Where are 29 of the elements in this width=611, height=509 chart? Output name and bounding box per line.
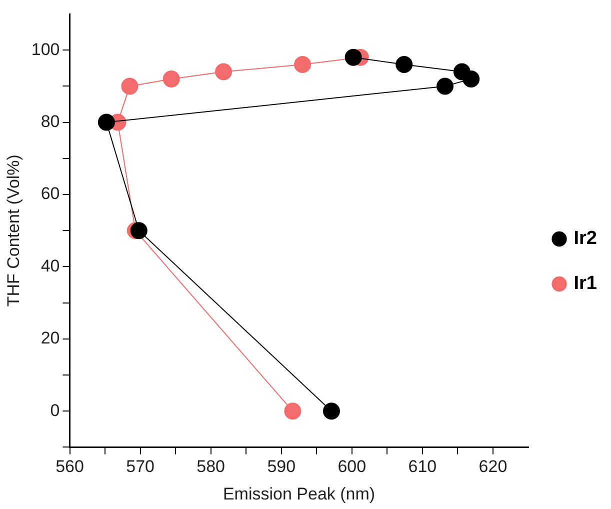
- x-tick-label: 570: [126, 457, 154, 476]
- point: [453, 63, 470, 80]
- y-tick-label: 0: [50, 400, 60, 420]
- legend-label: Ir2: [574, 228, 598, 250]
- point: [284, 402, 302, 420]
- point: [130, 222, 148, 240]
- point: [98, 114, 115, 131]
- y-tick-label: 20: [40, 328, 60, 348]
- point: [162, 70, 180, 88]
- x-tick-label: 560: [56, 457, 84, 476]
- point: [436, 78, 454, 95]
- y-axis-title: THF Content (Vol%): [4, 154, 23, 307]
- point: [322, 402, 340, 420]
- y-tick-label: 100: [31, 40, 60, 59]
- point: [215, 63, 232, 80]
- y-tick-label: 40: [40, 256, 60, 276]
- y-tick-label: 60: [40, 184, 60, 204]
- x-tick-label: 620: [478, 457, 508, 476]
- legend-label: Ir1: [574, 273, 598, 294]
- x-tick-label: 580: [196, 457, 226, 476]
- point: [294, 56, 312, 74]
- x-tick-label: 600: [338, 457, 366, 476]
- x-tick-label: 590: [267, 457, 296, 476]
- x-tick-label: 610: [408, 457, 437, 476]
- point: [396, 56, 413, 74]
- point: [121, 78, 138, 95]
- y-tick-label: 80: [40, 112, 60, 131]
- point: [344, 48, 362, 66]
- x-axis-title: Emission Peak (nm): [222, 484, 376, 504]
